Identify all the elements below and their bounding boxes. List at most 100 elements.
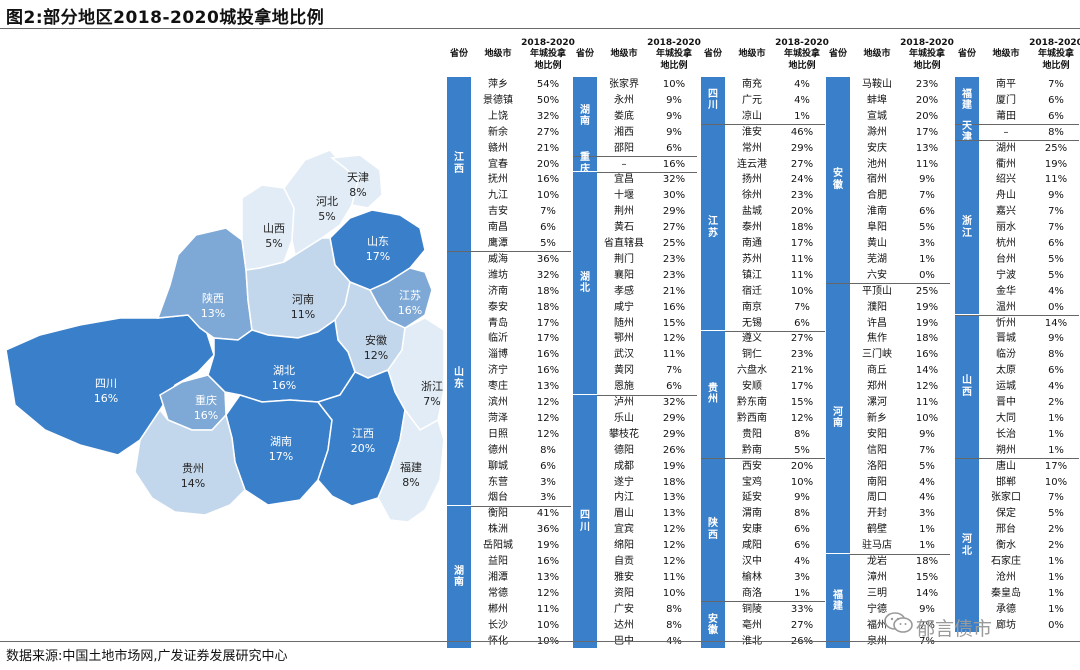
table-ratio: 25% [915,285,939,297]
table-city: 西安 [742,460,762,472]
table-ratio: 25% [662,238,686,249]
table-city: 咸宁 [614,301,634,313]
map-region-shape [241,184,295,271]
table-city: 广元 [742,94,762,106]
table-city: 随州 [614,317,634,329]
table-ratio: 5% [919,460,935,472]
table-ratio: 6% [666,142,682,154]
table-city: 渭南 [742,508,762,520]
table-ratio: 1% [1048,571,1064,583]
table-ratio: 4% [919,476,935,488]
table-ratio: 18% [536,285,560,297]
table-ratio: 17% [915,126,939,138]
table-city: 南阳 [867,476,887,488]
table-ratio: 5% [1048,508,1064,520]
table-ratio: 10% [1044,476,1068,488]
table-ratio: 30% [662,190,686,202]
table-header-ratio: 2018-2020 年城投拿 地比例 [647,38,701,71]
table-city: 绍兴 [996,174,1016,186]
table-city: 丽水 [996,222,1016,234]
table-ratio: 6% [794,524,810,536]
table-ratio: 7% [666,365,682,377]
table-ratio: 32% [662,174,686,186]
table-province: 天津 [955,121,979,143]
table-city: 萍乡 [488,79,508,90]
table-city: 恩施 [614,381,634,393]
table-ratio: 18% [536,301,560,313]
table-ratio: 4% [794,79,810,90]
table-ratio: 16% [536,349,560,361]
table-city: 德州 [488,444,508,456]
table-city: 黔西南 [737,412,767,424]
table-group-divider [701,330,825,332]
table-city: 淮安 [742,126,762,138]
map-region-value: 5% [318,210,335,223]
table-group-divider [447,505,571,507]
table-city: 菏泽 [488,412,508,424]
table-city: 鹤壁 [867,524,887,536]
table-ratio: 4% [794,556,810,567]
table-ratio: 18% [915,556,939,567]
table-city: 青岛 [488,317,508,329]
table-city: 铜仁 [742,349,762,361]
table-ratio: 20% [915,110,939,122]
table-ratio: 12% [662,540,686,552]
table-ratio: 23% [662,269,686,281]
table-province: 福建 [826,554,850,649]
table-city: 乐山 [614,412,634,424]
title-divider [0,28,1080,29]
table-header-province: 省份 [449,49,468,60]
table-city: 株洲 [488,524,508,536]
table-ratio: 12% [536,397,560,408]
table-ratio: 13% [536,381,560,393]
table-ratio: 29% [662,412,686,424]
table-city: 石家庄 [991,556,1021,567]
table-ratio: 6% [540,222,556,234]
table-province: 安徽 [701,601,725,649]
table-ratio: 8% [794,428,810,440]
table-ratio: 15% [790,397,814,408]
table-ratio: 29% [662,428,686,440]
table-city: 枣庄 [488,381,508,393]
table-province: 福建 [955,77,979,124]
table-city: 晋城 [996,333,1016,345]
table-city: 景德镇 [483,94,513,106]
table-city: 黔东南 [737,397,767,408]
table-city: 邢台 [996,524,1016,536]
table-ratio: 21% [536,142,560,154]
map-region-value: 11% [291,308,315,321]
map-region-label: 四川 [95,377,117,390]
table-city: 南通 [742,238,762,249]
table-city: 洛阳 [867,460,887,472]
table-city: 东营 [488,476,508,488]
table-ratio: 3% [919,238,935,249]
table-ratio: 1% [919,253,935,265]
table-ratio: 9% [794,492,810,504]
table-city: 临汾 [996,349,1016,361]
table-ratio: 16% [662,158,686,170]
table-ratio: 17% [1044,460,1068,472]
table-city: 抚州 [488,174,508,186]
table-ratio: 11% [1044,174,1068,186]
table-ratio: 27% [536,126,560,138]
table-ratio: 7% [1048,222,1064,234]
table-city: 娄底 [614,110,634,122]
table-ratio: 32% [536,269,560,281]
table-ratio: 27% [790,158,814,170]
table-ratio: 19% [915,301,939,313]
map-region-label: 天津 [347,171,369,184]
table-header-ratio: 2018-2020 年城投拿 地比例 [1029,38,1080,71]
table-ratio: 5% [794,444,810,456]
table-ratio: 11% [662,571,686,583]
table-city: 烟台 [488,492,508,504]
table-city: 眉山 [614,508,634,520]
table-city: 咸阳 [742,540,762,552]
table-city: 湖州 [996,142,1016,154]
table-city: 成都 [614,460,634,472]
table-city: 焦作 [867,333,887,345]
table-province: 四川 [701,77,725,124]
table-ratio: 15% [662,317,686,329]
map-region-label: 湖北 [273,364,295,377]
table-header-ratio: 2018-2020 年城投拿 地比例 [521,38,575,71]
table-ratio: 4% [919,492,935,504]
